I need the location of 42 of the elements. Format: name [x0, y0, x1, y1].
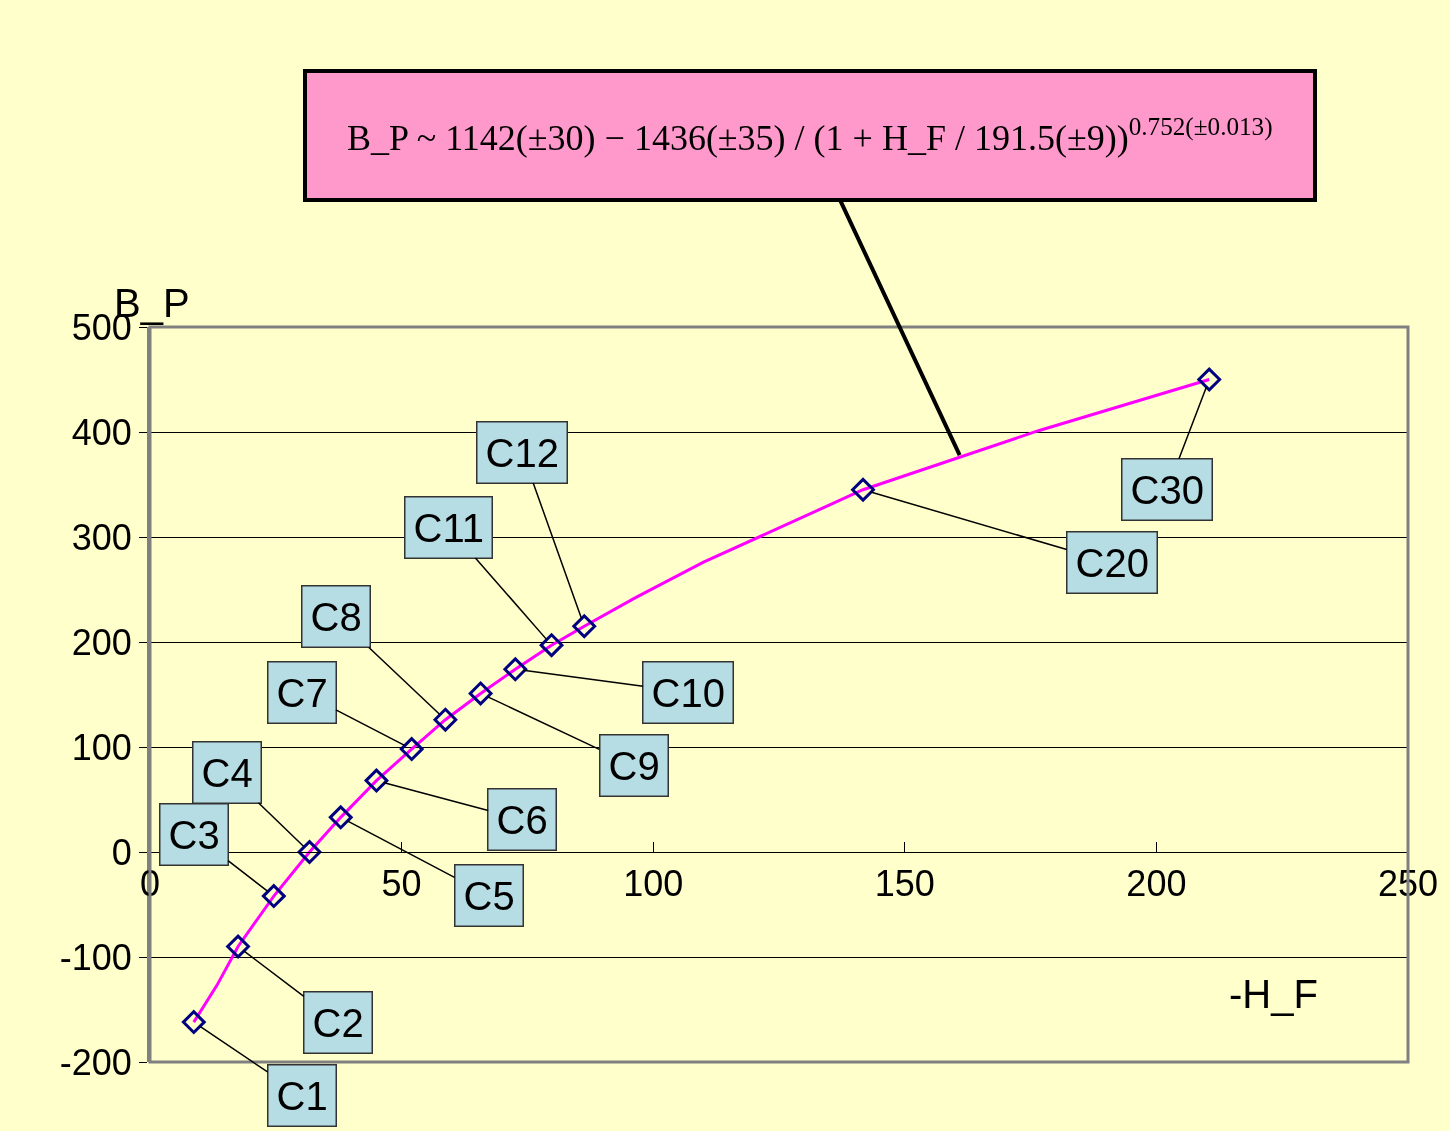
y-tick-label: 100 [71, 726, 132, 768]
point [572, 614, 597, 639]
point [297, 840, 322, 864]
point [851, 477, 875, 502]
annotation: C5 [463, 873, 515, 918]
y-tick-label: 300 [71, 516, 132, 558]
annotation: C11 [413, 505, 484, 550]
annotation: C20 [1075, 540, 1149, 585]
point [503, 657, 528, 682]
annotation: C12 [485, 430, 559, 475]
y-tick-label: 400 [71, 411, 132, 453]
y-tick-label: 0 [111, 831, 132, 873]
y-tick-label: -200 [59, 1041, 132, 1083]
y-tick-label: 200 [71, 621, 132, 663]
annotation: C2 [312, 1000, 364, 1045]
annotation: C1 [276, 1073, 328, 1118]
x-tick-label: 250 [1377, 863, 1439, 905]
point [1197, 367, 1222, 392]
point [433, 707, 458, 732]
x-tick-label: 200 [1126, 863, 1187, 905]
annotation: C6 [496, 797, 548, 842]
x-tick-label: 150 [874, 863, 935, 905]
x-tick-label: 100 [623, 863, 684, 905]
point [539, 633, 564, 658]
annotation: C3 [168, 812, 220, 857]
point [399, 737, 424, 761]
annotation: C30 [1130, 467, 1204, 512]
annotation: C10 [651, 670, 725, 715]
point [261, 884, 286, 908]
y-tick-label: -100 [59, 936, 132, 978]
annotation: B_P ~ 1142(±30) − 1436(±35) / (1 + H_F / 191.5(±9))$^{0.752(±0.013)}$ [347, 113, 1273, 159]
point [364, 768, 389, 793]
annotation: C9 [608, 743, 660, 788]
x-tick-label: 50 [381, 863, 422, 905]
annotation: C4 [201, 750, 253, 795]
point [468, 681, 493, 706]
point [181, 1010, 206, 1034]
x-axis-title: -H_F [1229, 972, 1318, 1016]
point [226, 934, 250, 959]
annotation: C8 [310, 594, 362, 639]
annotation: C7 [276, 670, 328, 715]
point [328, 805, 353, 830]
